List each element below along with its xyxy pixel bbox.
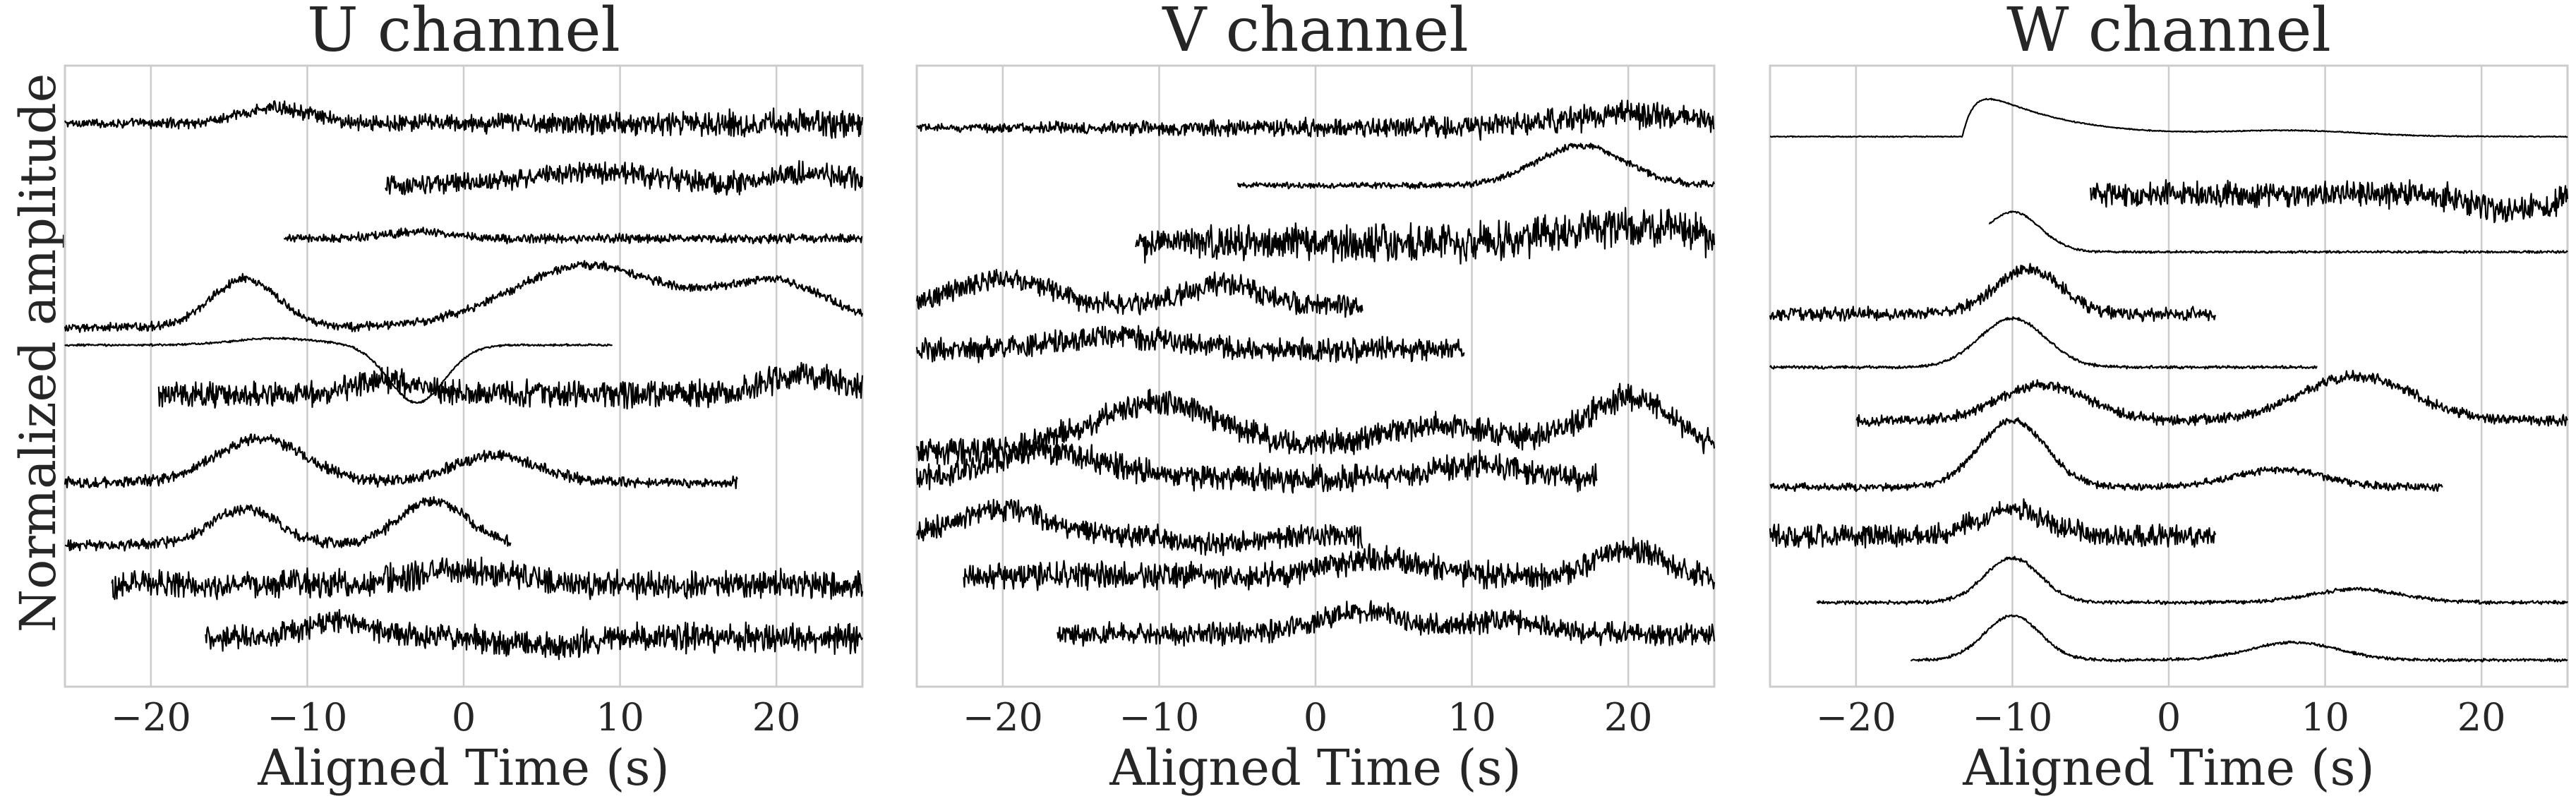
x-tick-label: −20 xyxy=(963,695,1043,740)
trace-line xyxy=(1135,207,1716,265)
x-tick-labels: −20 −10 0 10 20 xyxy=(963,695,1653,740)
trace-line xyxy=(64,337,613,404)
x-tick-label: −20 xyxy=(1816,695,1896,740)
x-tick-label: −10 xyxy=(1972,695,2052,740)
trace-line xyxy=(1769,97,2568,138)
trace-line xyxy=(1769,417,2443,493)
trace-line xyxy=(1855,370,2568,427)
traces xyxy=(915,100,1716,647)
trace-line xyxy=(205,608,864,661)
grid-lines xyxy=(1855,66,2483,687)
panel-title: U channel xyxy=(307,0,620,66)
trace-line xyxy=(915,325,1465,364)
trace-line xyxy=(64,260,864,333)
x-tick-label: −10 xyxy=(1119,695,1199,740)
trace-line xyxy=(963,536,1716,591)
trace-line xyxy=(64,100,864,139)
x-tick-labels: −20 −10 0 10 20 xyxy=(111,695,801,740)
trace-line xyxy=(1988,210,2568,254)
x-tick-label: −20 xyxy=(111,695,191,740)
x-tick-label: 10 xyxy=(2301,695,2349,740)
traces xyxy=(64,100,864,661)
trace-line xyxy=(915,438,1598,494)
y-axis-label: Normalized amplitude xyxy=(9,73,67,632)
w-channel-panel: −20 −10 0 10 20 W channel Aligned Time (s) xyxy=(1769,0,2569,797)
x-tick-label: 0 xyxy=(2157,695,2181,740)
trace-line xyxy=(385,159,864,196)
trace-line xyxy=(915,268,1364,318)
x-tick-label: 10 xyxy=(1448,695,1496,740)
trace-line xyxy=(284,227,863,245)
trace-line xyxy=(1910,614,2568,663)
x-tick-label: −10 xyxy=(267,695,347,740)
x-tick-label: 10 xyxy=(596,695,644,740)
x-tick-labels: −20 −10 0 10 20 xyxy=(1816,695,2506,740)
trace-line xyxy=(915,498,1364,556)
trace-line xyxy=(2090,179,2569,224)
trace-line xyxy=(111,556,864,601)
trace-line xyxy=(1816,555,2568,606)
v-channel-panel: −20 −10 0 10 20 V channel Aligned Time (s) xyxy=(915,0,1716,797)
x-tick-label: 20 xyxy=(2457,695,2506,740)
trace-line xyxy=(64,496,512,552)
grid-lines xyxy=(1001,66,1630,687)
trace-line xyxy=(915,383,1716,466)
panel-title: V channel xyxy=(1162,0,1468,66)
x-tick-label: 0 xyxy=(452,695,476,740)
trace-line xyxy=(64,433,738,490)
panel-title: W channel xyxy=(2006,0,2331,66)
trace-line xyxy=(916,100,1715,141)
trace-line xyxy=(1057,600,1716,647)
x-tick-label: 20 xyxy=(752,695,801,740)
x-tick-label: 20 xyxy=(1604,695,1653,740)
trace-line xyxy=(1769,498,2217,549)
grid-lines xyxy=(150,66,778,687)
u-channel-panel: −20 −10 0 10 20 U channel Aligned Time (s) xyxy=(64,0,864,797)
trace-line xyxy=(1237,143,1716,190)
trace-line xyxy=(1769,263,2217,323)
x-axis-label: Aligned Time (s) xyxy=(1962,739,2374,797)
trace-line xyxy=(157,361,864,410)
trace-line xyxy=(1769,316,2318,370)
x-tick-label: 0 xyxy=(1304,695,1328,740)
x-axis-label: Aligned Time (s) xyxy=(257,739,669,797)
traces xyxy=(1769,97,2569,663)
x-axis-label: Aligned Time (s) xyxy=(1109,739,1521,797)
